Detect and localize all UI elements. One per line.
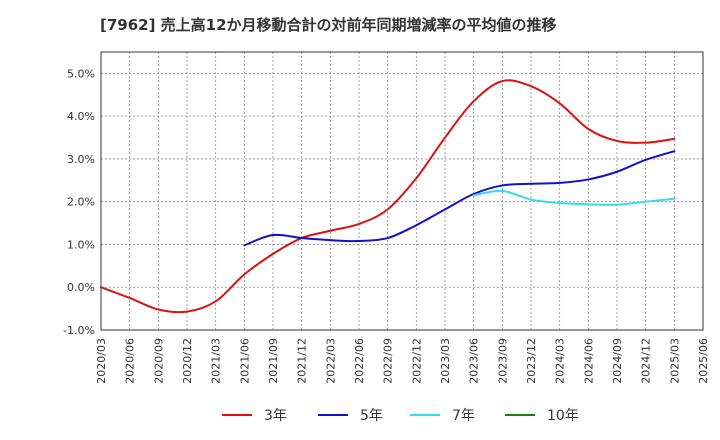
y-tick-label: 2.0% bbox=[67, 196, 95, 209]
legend-label: 7年 bbox=[452, 408, 475, 424]
x-tick-label: 2022/06 bbox=[353, 338, 366, 384]
legend-label: 5年 bbox=[360, 408, 383, 424]
y-tick-label: -1.0% bbox=[63, 324, 95, 337]
y-tick-label: 4.0% bbox=[67, 110, 95, 123]
plot-frame bbox=[100, 51, 704, 331]
x-tick-label: 2023/12 bbox=[525, 338, 538, 384]
x-tick-label: 2020/06 bbox=[124, 338, 137, 384]
x-tick-label: 2025/03 bbox=[668, 338, 681, 384]
series-line-1 bbox=[100, 79, 676, 314]
series-line-2 bbox=[243, 150, 676, 247]
series-line-3 bbox=[472, 189, 676, 206]
x-tick-label: 2021/09 bbox=[267, 338, 280, 384]
legend-label: 3年 bbox=[264, 408, 287, 424]
x-tick-label: 2022/09 bbox=[382, 338, 395, 384]
x-tick-label: 2020/03 bbox=[95, 338, 108, 384]
x-tick-label: 2023/09 bbox=[496, 338, 509, 384]
x-tick-label: 2023/03 bbox=[439, 338, 452, 384]
y-tick-label: 0.0% bbox=[67, 281, 95, 294]
x-tick-label: 2024/03 bbox=[554, 338, 567, 384]
x-tick-label: 2022/03 bbox=[324, 338, 337, 384]
x-tick-label: 2023/06 bbox=[468, 338, 481, 384]
y-tick-label: 1.0% bbox=[67, 238, 95, 251]
chart-title: [7962] 売上高12か月移動合計の対前年同期増減率の平均値の推移 bbox=[100, 16, 557, 34]
x-tick-label: 2021/03 bbox=[210, 338, 223, 384]
x-tick-label: 2024/12 bbox=[640, 338, 653, 384]
legend-label: 10年 bbox=[547, 408, 579, 424]
x-tick-label: 2024/09 bbox=[611, 338, 624, 384]
y-tick-label: 3.0% bbox=[67, 153, 95, 166]
x-tick-label: 2024/06 bbox=[582, 338, 595, 384]
x-tick-label: 2025/06 bbox=[697, 338, 710, 384]
x-tick-label: 2022/12 bbox=[410, 338, 423, 384]
x-tick-label: 2021/12 bbox=[296, 338, 309, 384]
x-tick-label: 2021/06 bbox=[238, 338, 251, 384]
x-tick-label: 2020/12 bbox=[181, 338, 194, 384]
x-tick-label: 2020/09 bbox=[152, 338, 165, 384]
plot-area bbox=[101, 52, 703, 330]
y-tick-label: 5.0% bbox=[67, 67, 95, 80]
